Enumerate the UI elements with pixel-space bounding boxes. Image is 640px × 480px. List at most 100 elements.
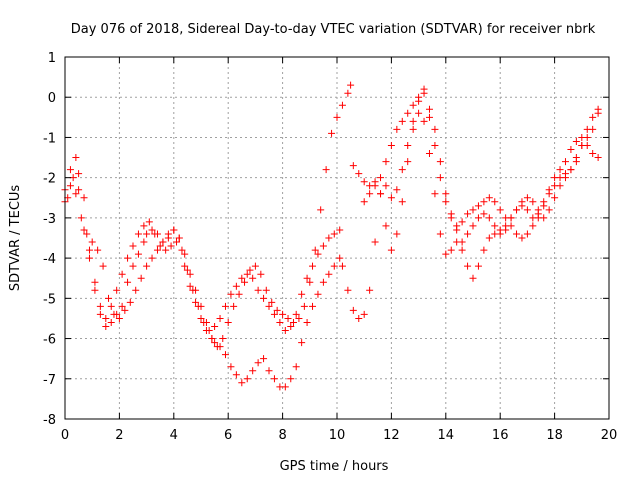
data-point <box>371 238 379 246</box>
grid-layer <box>65 57 609 419</box>
data-point <box>102 322 110 330</box>
data-point <box>355 170 363 178</box>
data-point <box>85 254 93 262</box>
data-point <box>496 206 504 214</box>
data-point <box>523 206 531 214</box>
data-point <box>140 238 148 246</box>
data-point <box>529 198 537 206</box>
data-point <box>404 158 412 166</box>
data-point <box>88 238 96 246</box>
data-point <box>129 262 137 270</box>
data-point <box>518 234 526 242</box>
data-point <box>77 214 85 222</box>
data-point <box>270 375 278 383</box>
y-tick-label: -4 <box>43 252 56 267</box>
data-point <box>420 117 428 125</box>
data-point <box>192 298 200 306</box>
y-tick-label: 1 <box>48 51 56 66</box>
x-tick-label: 14 <box>438 428 455 443</box>
data-point <box>148 226 156 234</box>
data-point <box>344 286 352 294</box>
data-point <box>260 355 268 363</box>
data-point <box>458 218 466 226</box>
data-point <box>306 278 314 286</box>
data-point <box>241 278 249 286</box>
x-tick-label: 10 <box>329 428 346 443</box>
data-point <box>281 383 289 391</box>
data-point <box>336 226 344 234</box>
x-axis-label: GPS time / hours <box>280 459 389 474</box>
data-point <box>496 226 504 234</box>
data-point <box>474 262 482 270</box>
data-point <box>464 230 472 238</box>
data-point <box>583 133 591 141</box>
series-track-c <box>64 170 344 335</box>
data-point <box>281 327 289 335</box>
data-point <box>561 174 569 182</box>
data-point <box>469 222 477 230</box>
data-point <box>91 286 99 294</box>
data-point <box>409 101 417 109</box>
data-point <box>235 290 243 298</box>
data-point <box>72 190 80 198</box>
data-point <box>96 302 104 310</box>
data-point <box>344 89 352 97</box>
data-point <box>211 322 219 330</box>
data-point <box>387 141 395 149</box>
data-point <box>178 246 186 254</box>
data-point <box>115 314 123 322</box>
data-point <box>442 190 450 198</box>
data-point <box>132 286 140 294</box>
data-point <box>589 113 597 121</box>
data-point <box>311 246 319 254</box>
data-point <box>377 174 385 182</box>
data-point <box>211 339 219 347</box>
data-point <box>287 322 295 330</box>
data-point <box>143 230 151 238</box>
data-point <box>110 310 118 318</box>
data-point <box>540 202 548 210</box>
data-point <box>491 222 499 230</box>
data-point <box>118 270 126 278</box>
data-point <box>425 113 433 121</box>
data-point <box>287 375 295 383</box>
data-point <box>153 246 161 254</box>
data-point <box>556 166 564 174</box>
data-point <box>393 186 401 194</box>
data-point <box>319 242 327 250</box>
data-point <box>425 105 433 113</box>
data-point <box>303 318 311 326</box>
data-point <box>83 230 91 238</box>
data-point <box>382 182 390 190</box>
data-point <box>469 206 477 214</box>
data-point <box>409 125 417 133</box>
data-point <box>221 351 229 359</box>
data-point <box>409 117 417 125</box>
data-point <box>360 178 368 186</box>
data-point <box>200 318 208 326</box>
data-point <box>99 262 107 270</box>
data-point <box>232 371 240 379</box>
data-point <box>298 339 306 347</box>
data-point <box>534 206 542 214</box>
data-point <box>366 190 374 198</box>
data-point <box>431 190 439 198</box>
data-point <box>249 367 257 375</box>
data-point <box>431 125 439 133</box>
data-point <box>355 314 363 322</box>
data-point <box>518 198 526 206</box>
data-point <box>485 234 493 242</box>
data-point <box>140 222 148 230</box>
series-track-e <box>349 89 602 242</box>
data-point <box>213 343 221 351</box>
data-point <box>276 318 284 326</box>
data-point <box>393 125 401 133</box>
data-point <box>469 274 477 282</box>
x-tick-label: 8 <box>278 428 286 443</box>
data-point <box>254 359 262 367</box>
data-point <box>431 141 439 149</box>
data-point <box>314 250 322 258</box>
data-point <box>491 198 499 206</box>
data-point <box>436 158 444 166</box>
data-point <box>453 238 461 246</box>
